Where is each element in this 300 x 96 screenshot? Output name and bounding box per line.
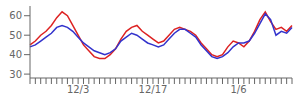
svg-text:12/17: 12/17 (139, 84, 168, 95)
svg-text:12/3: 12/3 (67, 84, 89, 95)
svg-text:30: 30 (9, 69, 22, 80)
svg-text:40: 40 (9, 49, 22, 60)
svg-text:60: 60 (9, 10, 22, 21)
svg-text:50: 50 (9, 30, 22, 41)
svg-text:1/6: 1/6 (230, 84, 246, 95)
